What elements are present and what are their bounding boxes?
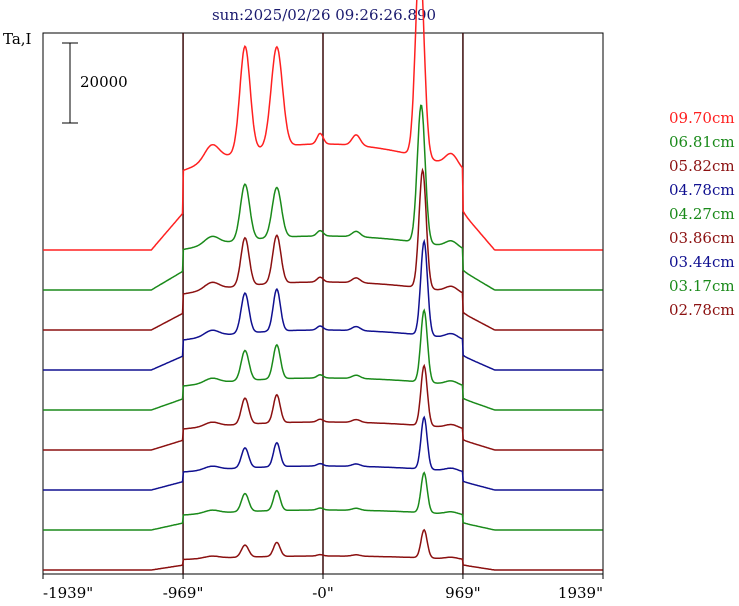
- series-line-06.81cm: [43, 104, 603, 291]
- series-line-03.44cm: [43, 415, 603, 491]
- series-line-04.27cm: [43, 308, 603, 411]
- scale-bar-label: 20000: [80, 73, 128, 91]
- scale-bar: 20000: [62, 42, 128, 124]
- legend-entry-09.70cm: 09.70cm: [669, 109, 735, 127]
- x-tick-label-2: -0": [312, 584, 334, 602]
- legend-entry-03.86cm: 03.86cm: [669, 229, 735, 247]
- series-line-03.17cm: [43, 471, 603, 531]
- legend-entry-03.17cm: 03.17cm: [669, 277, 735, 295]
- chart-title: sun:2025/02/26 09:26:26.890: [212, 6, 436, 24]
- x-tick-label-3: 969": [445, 584, 481, 602]
- series-line-02.78cm: [43, 528, 603, 571]
- x-axis-ticks: -1939" -969" -0" 969" 1939": [42, 574, 604, 602]
- series-lines: [43, 0, 603, 571]
- series-line-05.82cm: [43, 167, 603, 331]
- legend-entry-04.78cm: 04.78cm: [669, 181, 735, 199]
- legend-entry-05.82cm: 05.82cm: [669, 157, 735, 175]
- x-tick-label-0: -1939": [43, 584, 93, 602]
- series-line-04.78cm: [43, 238, 603, 371]
- series-line-03.86cm: [43, 363, 603, 451]
- legend: 09.70cm 06.81cm 05.82cm 04.78cm 04.27cm 03.86…: [669, 109, 735, 319]
- series-line-09.70cm: [43, 0, 603, 251]
- legend-entry-02.78cm: 02.78cm: [669, 301, 735, 319]
- legend-entry-06.81cm: 06.81cm: [669, 133, 735, 151]
- legend-entry-04.27cm: 04.27cm: [669, 205, 735, 223]
- legend-entry-03.44cm: 03.44cm: [669, 253, 735, 271]
- y-axis-label: Ta,I: [3, 30, 32, 48]
- x-tick-label-4: 1939": [558, 584, 603, 602]
- x-tick-label-1: -969": [163, 584, 204, 602]
